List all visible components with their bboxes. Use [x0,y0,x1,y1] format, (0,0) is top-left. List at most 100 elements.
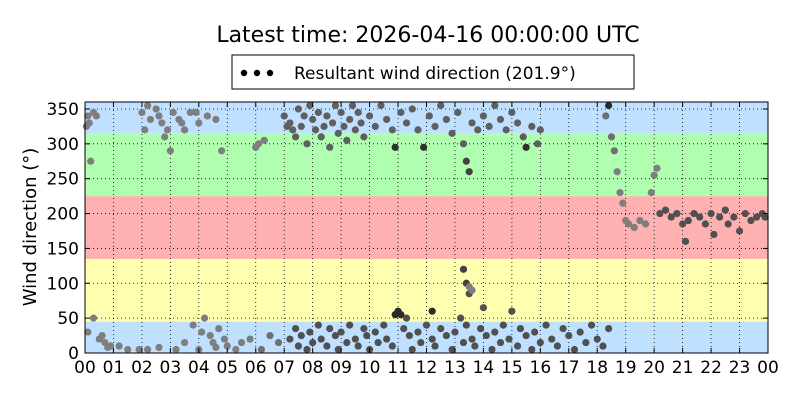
data-point [374,338,382,347]
data-point [451,328,459,336]
data-point [328,119,337,127]
legend: Resultant wind direction (201.9°) [231,54,635,90]
data-point [84,112,92,120]
x-tick-label: 09 [330,358,352,378]
data-point [383,115,391,124]
data-point [215,324,223,333]
data-point [206,331,214,340]
data-point [428,307,436,315]
data-point [542,321,550,329]
data-point [303,140,311,148]
data-point [502,126,510,134]
data-point [383,335,391,343]
data-point [599,342,607,350]
x-tick-label: 13 [444,358,466,378]
data-point [454,108,462,117]
data-point [679,220,687,228]
data-point [257,345,266,354]
data-point [306,328,314,336]
data-point [667,213,675,221]
data-point [505,335,513,343]
data-point [291,133,300,141]
direction-band [85,133,768,197]
data-point [528,122,536,131]
data-point [286,335,294,343]
data-point [513,342,522,350]
data-point [491,101,499,110]
data-point [508,307,516,315]
y-tick-label: 150 [47,239,79,259]
data-point [220,335,229,343]
data-point [254,140,263,148]
data-point [294,105,303,113]
data-point [587,321,596,329]
data-point [602,112,610,120]
data-point [479,304,488,312]
data-point [707,209,715,218]
data-point [397,108,405,117]
data-point [647,189,655,197]
data-point [331,101,340,110]
data-point [607,133,616,141]
data-point [343,136,351,144]
data-point [337,328,345,336]
data-point [348,101,357,110]
data-point [152,105,160,113]
data-point [496,338,505,347]
data-point [422,321,431,329]
data-point [533,140,542,148]
x-tick-label: 16 [530,358,552,378]
data-point [391,143,399,151]
data-point [172,345,180,354]
data-point [476,324,485,333]
data-point [565,331,573,340]
data-point [642,220,650,228]
data-point [605,324,613,333]
data-point [326,143,334,151]
data-point [146,115,155,124]
x-axis: 00 01 02 03 04 05 06 07 08 09 10 11 12 13 14 15 16 17 18 19… [74,102,779,378]
data-point [331,331,340,340]
data-point [402,119,411,127]
data-point [701,220,709,228]
data-point [710,230,718,239]
x-tick-label: 00 [74,358,96,378]
data-point [98,331,106,340]
data-point [610,147,618,155]
direction-band [85,196,768,259]
data-point [576,328,584,336]
data-point [181,338,189,347]
data-point [408,345,416,354]
data-point [169,108,177,117]
data-point [237,338,246,347]
data-point [223,342,231,350]
data-point [462,157,470,165]
x-tick-label: 04 [188,358,210,378]
y-tick-label: 0 [68,344,79,364]
data-point [624,220,633,228]
data-point [138,108,146,117]
data-point [135,345,143,354]
data-point [459,338,468,347]
data-point [144,345,152,354]
legend-marker [240,69,248,77]
data-point [84,328,92,336]
data-point [690,209,698,218]
data-point [417,338,425,347]
data-point [158,119,166,127]
data-point [636,216,644,225]
data-point [266,331,274,340]
data-point [311,126,320,134]
y-axis-label: Wind direction (°) [20,148,41,307]
data-point [741,209,749,218]
x-tick-label: 02 [131,358,153,378]
data-point [431,342,439,350]
data-point [661,206,670,214]
data-point [87,157,95,165]
x-tick-label: 22 [700,358,722,378]
data-point [360,133,368,141]
data-point [124,345,132,354]
y-tick-label: 50 [57,309,79,329]
data-point [582,338,590,347]
